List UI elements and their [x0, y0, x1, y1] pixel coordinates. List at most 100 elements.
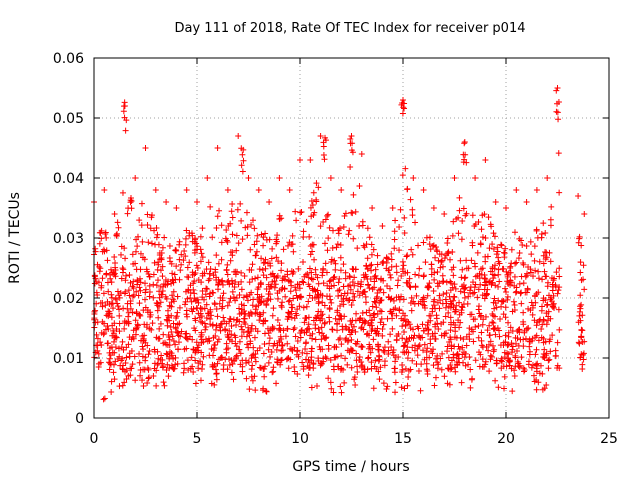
- data-point: [228, 369, 235, 376]
- data-point: [432, 321, 439, 328]
- data-point: [531, 243, 538, 250]
- data-point: [507, 265, 514, 272]
- data-point: [238, 301, 245, 308]
- data-point: [114, 230, 121, 237]
- data-point: [372, 299, 379, 306]
- data-point: [148, 214, 155, 221]
- data-point: [432, 305, 439, 312]
- data-point: [407, 325, 414, 332]
- data-point: [270, 273, 277, 280]
- data-point: [581, 286, 588, 293]
- data-point: [159, 283, 166, 290]
- data-point: [384, 283, 391, 290]
- data-point: [392, 389, 399, 396]
- data-point: [580, 262, 587, 269]
- data-point: [487, 221, 494, 228]
- data-point: [450, 218, 457, 225]
- data-point: [139, 238, 146, 245]
- data-point: [429, 308, 436, 315]
- data-point: [380, 289, 387, 296]
- data-point: [303, 303, 310, 310]
- data-point: [540, 335, 547, 342]
- data-point: [490, 299, 497, 306]
- data-point: [325, 375, 332, 382]
- data-point: [243, 375, 250, 382]
- data-point: [377, 364, 384, 371]
- data-point: [364, 266, 371, 273]
- data-point: [160, 379, 167, 386]
- data-point: [331, 366, 338, 373]
- data-point: [130, 285, 137, 292]
- data-point: [432, 374, 439, 381]
- data-point: [357, 314, 364, 321]
- data-point: [434, 248, 441, 255]
- data-point: [264, 297, 271, 304]
- data-point: [552, 353, 559, 360]
- data-point: [529, 311, 536, 318]
- data-point: [523, 272, 530, 279]
- data-point: [252, 310, 259, 317]
- data-point: [303, 350, 310, 357]
- data-point: [405, 367, 412, 374]
- data-point: [285, 242, 292, 249]
- data-point: [353, 310, 360, 317]
- data-point: [138, 222, 145, 229]
- data-point: [218, 222, 225, 229]
- data-point: [545, 357, 552, 364]
- data-point: [452, 368, 459, 375]
- data-point: [318, 360, 325, 367]
- data-point: [290, 326, 297, 333]
- data-point: [297, 157, 303, 163]
- data-point: [132, 260, 139, 267]
- data-point: [405, 338, 412, 345]
- data-point: [472, 357, 479, 364]
- data-point: [472, 221, 479, 228]
- data-point: [291, 325, 298, 332]
- data-point: [372, 272, 379, 279]
- data-point: [391, 236, 398, 243]
- data-point: [476, 303, 483, 310]
- data-point: [512, 363, 519, 370]
- data-point: [441, 211, 448, 217]
- data-point: [195, 277, 202, 284]
- data-point: [223, 267, 230, 274]
- data-point: [578, 301, 585, 308]
- data-point: [180, 369, 187, 376]
- data-point: [419, 321, 426, 328]
- data-point: [415, 343, 422, 350]
- data-point: [352, 266, 359, 273]
- data-point: [285, 365, 292, 372]
- data-point: [442, 296, 449, 303]
- data-point: [250, 344, 257, 351]
- data-point: [103, 312, 110, 319]
- data-point: [411, 347, 418, 354]
- data-point: [545, 317, 552, 324]
- data-point: [171, 271, 178, 278]
- data-point: [256, 317, 263, 324]
- data-point: [460, 301, 467, 308]
- data-point: [159, 364, 166, 371]
- data-point: [236, 292, 243, 299]
- data-point: [238, 145, 245, 152]
- data-point: [484, 327, 491, 334]
- x-tick-label: 0: [90, 431, 99, 447]
- data-point: [439, 278, 446, 285]
- data-point: [347, 318, 354, 325]
- data-point: [130, 327, 137, 334]
- data-point: [321, 240, 328, 247]
- data-point: [401, 342, 408, 349]
- data-point: [136, 311, 143, 318]
- data-point: [518, 300, 525, 307]
- data-point: [366, 307, 373, 314]
- data-point: [293, 351, 300, 358]
- data-point: [388, 263, 395, 270]
- data-point: [516, 326, 523, 333]
- data-point: [194, 265, 201, 272]
- data-point: [461, 139, 468, 145]
- data-point: [147, 225, 154, 232]
- data-point: [479, 265, 486, 272]
- data-point: [508, 349, 515, 356]
- x-tick-label: 25: [600, 431, 618, 447]
- data-point: [128, 336, 135, 343]
